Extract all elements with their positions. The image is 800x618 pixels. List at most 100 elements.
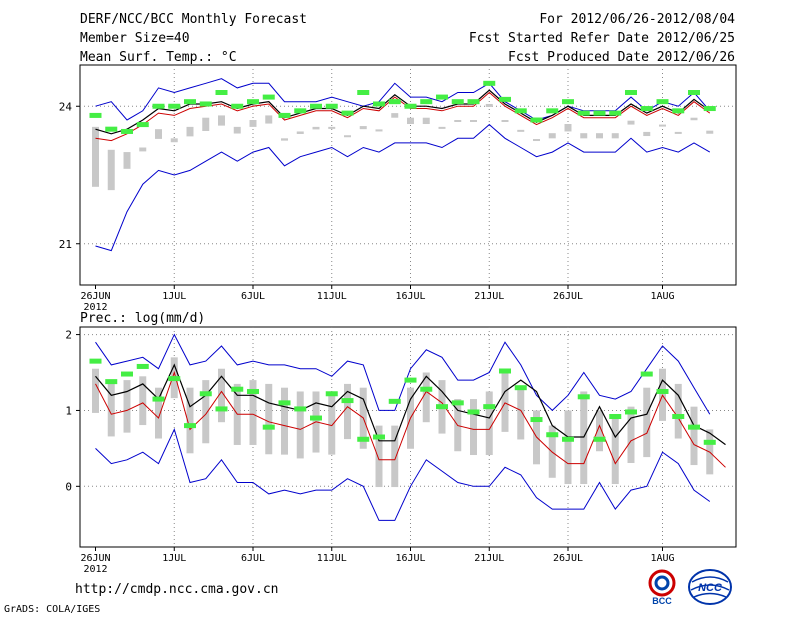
ensemble-box [218, 368, 225, 423]
obs-marker [388, 398, 401, 404]
obs-marker [262, 94, 275, 100]
obs-marker [404, 377, 417, 383]
bcc-logo: BCC [648, 569, 676, 606]
obs-marker [136, 363, 149, 369]
obs-marker [231, 386, 244, 392]
ensemble-box [344, 383, 351, 440]
obs-marker [215, 90, 228, 95]
produced-date: Fcst Produced Date 2012/06/26 [508, 50, 735, 65]
ensemble-box [596, 133, 603, 139]
x-tick-label: 21JUL [474, 553, 504, 564]
obs-marker [373, 101, 385, 107]
obs-marker [420, 386, 433, 392]
obs-marker [373, 434, 385, 440]
x-tick-label: 1AUG [650, 553, 674, 564]
ensemble-box [533, 139, 540, 142]
obs-marker [546, 432, 559, 438]
ensemble-box [92, 126, 99, 187]
x-tick-label: 21JUL [474, 291, 504, 302]
obs-marker [121, 128, 133, 134]
ensemble-box [139, 376, 147, 426]
obs-marker [105, 379, 118, 385]
ensemble-box [501, 368, 509, 432]
x-tick-label: 11JUL [317, 291, 347, 302]
ensemble-box [517, 387, 525, 440]
obs-marker [672, 108, 685, 114]
ensemble-box [391, 425, 399, 488]
obs-marker [262, 424, 275, 430]
obs-marker [420, 99, 433, 105]
obs-marker [278, 112, 291, 118]
min-line [95, 123, 711, 252]
obs-marker [640, 106, 653, 112]
ensemble-box [375, 129, 383, 132]
obs-marker [483, 404, 496, 410]
obs-marker [89, 112, 102, 118]
obs-marker [89, 358, 102, 364]
ensemble-box [580, 391, 588, 485]
obs-marker [341, 110, 354, 116]
obs-marker [436, 404, 448, 410]
max-line [95, 333, 711, 415]
ensemble-box [422, 117, 430, 125]
start-date: Fcst Started Refer Date 2012/06/25 [468, 31, 735, 46]
ensemble-box [611, 133, 619, 139]
obs-marker [625, 409, 637, 415]
ensemble-box [690, 117, 698, 121]
obs-marker [467, 99, 480, 105]
y-tick-label: 21 [59, 238, 72, 251]
obs-marker [499, 96, 511, 102]
ensemble-box [233, 126, 241, 134]
ensemble-box [517, 129, 525, 132]
y-tick-label: 24 [59, 100, 73, 113]
ensemble-box [312, 126, 320, 130]
ensemble-box [202, 380, 210, 444]
obs-marker [231, 103, 244, 109]
ncc-logo: NCC [688, 569, 732, 605]
ensemble-box [706, 130, 714, 134]
median-line [95, 370, 726, 468]
ensemble-box [643, 131, 651, 137]
obs-marker [294, 108, 307, 114]
x-tick-label: 1JUL [162, 553, 186, 564]
obs-marker [514, 385, 527, 391]
site-url[interactable]: http://cmdp.ncc.cma.gov.cn [75, 582, 279, 597]
svg-text:BCC: BCC [652, 596, 672, 606]
obs-marker [546, 108, 559, 114]
ensemble-box [470, 399, 477, 456]
x-tick-label: 26JUL [553, 291, 583, 302]
obs-marker [247, 99, 259, 105]
obs-marker [530, 417, 543, 423]
obs-marker [609, 110, 622, 116]
obs-marker [184, 423, 196, 429]
ensemble-box [281, 387, 288, 455]
x-year-label: 2012 [83, 302, 107, 313]
obs-marker [184, 99, 196, 105]
obs-marker [215, 406, 228, 412]
ensemble-box [627, 406, 635, 463]
ensemble-box [155, 129, 162, 139]
ensemble-box [202, 117, 210, 131]
ensemble-box [265, 383, 273, 455]
median-line [95, 91, 711, 142]
ensemble-box [375, 425, 383, 488]
obs-marker [656, 99, 669, 105]
obs-marker [625, 90, 637, 95]
obs-marker [168, 103, 181, 109]
ensemble-box [690, 406, 698, 466]
x-tick-label: 26JUN [80, 291, 110, 302]
obs-marker [577, 394, 590, 400]
mean-line [95, 363, 726, 446]
obs-marker [672, 414, 685, 420]
y-tick-label: 1 [65, 404, 72, 417]
obs-marker [278, 400, 291, 406]
plot-frame-1 [79, 326, 737, 548]
ensemble-box [186, 126, 194, 137]
ensemble-box [265, 115, 273, 124]
ensemble-box [564, 410, 572, 485]
obs-marker [562, 436, 574, 442]
obs-marker [530, 117, 543, 123]
ensemble-box [422, 372, 430, 423]
min-line [95, 427, 711, 521]
